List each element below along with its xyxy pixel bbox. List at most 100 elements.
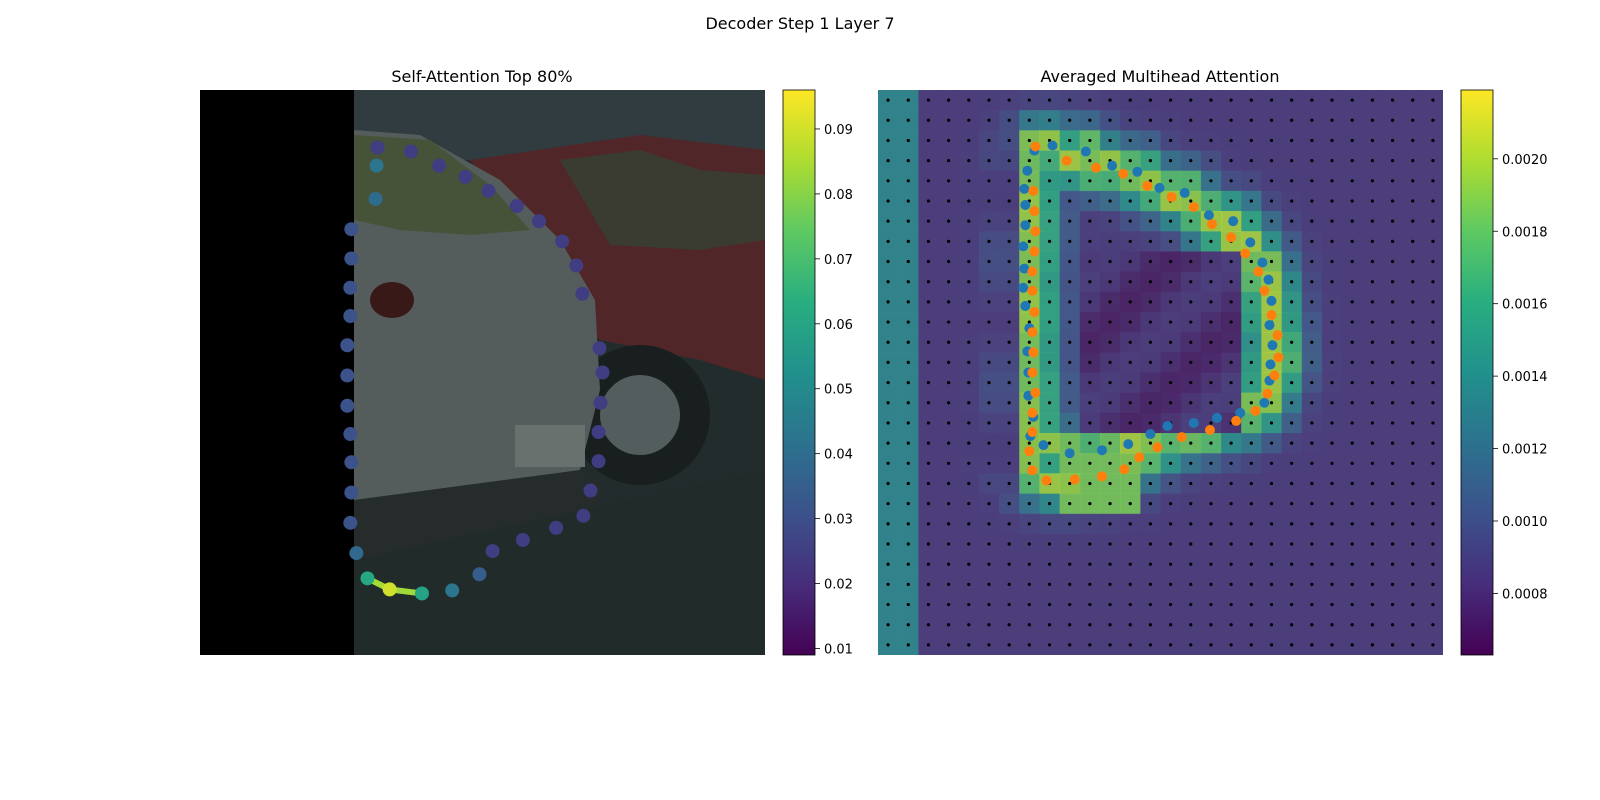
grid-marker <box>1168 219 1173 223</box>
grid-marker <box>1330 320 1334 324</box>
grid-marker <box>1088 643 1092 647</box>
grid-marker <box>1088 461 1092 465</box>
grid-marker <box>1431 159 1435 163</box>
blue-point <box>1245 237 1256 248</box>
grid-marker <box>987 562 991 566</box>
grid-marker <box>1168 461 1173 465</box>
grid-marker <box>1290 159 1294 163</box>
blue-point <box>1263 274 1274 285</box>
grid-marker <box>926 623 931 627</box>
grid-marker <box>1350 259 1354 264</box>
grid-marker <box>987 320 991 324</box>
grid-marker <box>906 259 910 264</box>
grid-marker <box>987 461 991 465</box>
grid-marker <box>1390 401 1395 405</box>
grid-marker <box>906 643 910 647</box>
colorbar-tick-label: 0.03 <box>824 513 853 528</box>
grid-marker <box>1229 199 1233 203</box>
grid-marker <box>1108 542 1112 546</box>
attention-point <box>343 280 358 295</box>
grid-marker <box>1310 461 1314 465</box>
grid-marker <box>1350 98 1354 102</box>
right-chart-title: Averaged Multihead Attention <box>1041 67 1280 86</box>
grid-marker <box>1290 138 1294 143</box>
grid-marker <box>1411 219 1415 223</box>
orange-point <box>1272 330 1283 341</box>
grid-marker <box>1209 421 1213 425</box>
grid-marker <box>1168 643 1173 647</box>
grid-marker <box>1068 401 1072 405</box>
grid-marker <box>1108 360 1112 365</box>
grid-marker <box>1047 239 1052 243</box>
grid-marker <box>886 380 890 385</box>
grid-marker <box>1068 522 1072 526</box>
grid-marker <box>1269 259 1274 264</box>
grid-marker <box>886 360 890 365</box>
grid-marker <box>1310 239 1314 243</box>
grid-marker <box>1209 562 1213 566</box>
grid-marker <box>947 259 951 264</box>
attention-point <box>343 515 358 530</box>
grid-marker <box>1209 118 1213 122</box>
grid-marker <box>1128 118 1132 122</box>
attention-point <box>593 395 608 410</box>
grid-marker <box>947 340 951 344</box>
grid-marker <box>947 401 951 405</box>
grid-marker <box>1189 280 1193 284</box>
grid-marker <box>1108 582 1112 586</box>
grid-marker <box>1007 138 1011 143</box>
orange-point <box>1024 446 1035 457</box>
grid-marker <box>1007 300 1011 304</box>
grid-marker <box>1189 481 1193 486</box>
right-grid-markers <box>886 98 1435 647</box>
grid-marker <box>1007 280 1011 284</box>
grid-marker <box>926 320 931 324</box>
grid-marker <box>1350 481 1354 486</box>
grid-marker <box>1290 602 1294 607</box>
grid-marker <box>1168 118 1173 122</box>
grid-marker <box>1330 159 1334 163</box>
grid-marker <box>1350 542 1354 546</box>
grid-marker <box>967 380 971 385</box>
grid-marker <box>1068 461 1072 465</box>
grid-marker <box>1088 239 1092 243</box>
grid-marker <box>1047 259 1052 264</box>
grid-marker <box>1229 280 1233 284</box>
grid-marker <box>1370 259 1374 264</box>
grid-marker <box>926 522 931 526</box>
orange-point <box>1152 442 1163 453</box>
grid-marker <box>947 118 951 122</box>
attention-point <box>595 365 610 380</box>
left-colorbar <box>782 89 816 656</box>
grid-marker <box>1411 179 1415 183</box>
grid-marker <box>1290 300 1294 304</box>
grid-marker <box>1128 643 1132 647</box>
blue-point <box>1212 412 1222 423</box>
orange-point <box>1250 405 1261 416</box>
grid-marker <box>1411 481 1415 486</box>
grid-marker <box>1168 259 1173 264</box>
grid-marker <box>1128 219 1132 223</box>
grid-marker <box>1148 98 1153 102</box>
grid-marker <box>947 380 951 385</box>
grid-marker <box>926 360 931 365</box>
grid-marker <box>947 159 951 163</box>
grid-marker <box>1047 441 1052 445</box>
orange-point <box>1118 168 1129 179</box>
grid-marker <box>926 118 931 122</box>
grid-marker <box>1189 199 1193 203</box>
grid-marker <box>1411 602 1415 607</box>
grid-marker <box>1027 562 1031 566</box>
grid-marker <box>1411 300 1415 304</box>
grid-marker <box>1007 118 1011 122</box>
grid-marker <box>1088 481 1092 486</box>
grid-marker <box>1290 461 1294 465</box>
colorbar-tick-label: 0.02 <box>824 578 853 593</box>
grid-marker <box>1189 380 1193 385</box>
grid-marker <box>1229 481 1233 486</box>
grid-marker <box>1007 643 1011 647</box>
grid-marker <box>1330 98 1334 102</box>
grid-marker <box>886 199 890 203</box>
grid-marker <box>1350 643 1354 647</box>
orange-point <box>1027 285 1038 296</box>
